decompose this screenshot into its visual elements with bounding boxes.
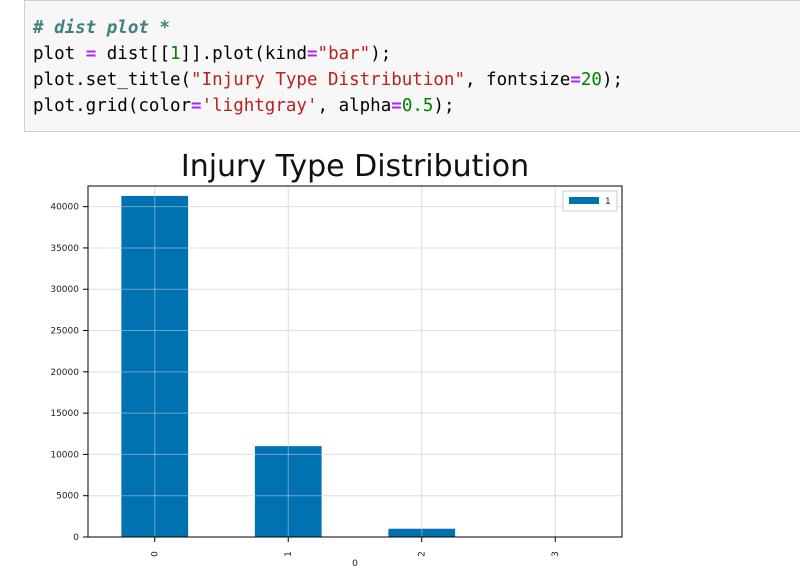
code-line: # dist plot * — [33, 15, 623, 41]
code-token: 'lightgray' — [201, 96, 318, 116]
code-token: # dist plot * — [33, 18, 170, 38]
code-token: plot.grid(color — [33, 96, 192, 116]
code-token: 0.5 — [401, 96, 434, 116]
legend: 1 — [562, 190, 618, 212]
bar-chart: Injury Type Distribution 0 5000 10000 15000… — [50, 149, 623, 569]
code-token: plot.set_title( — [33, 70, 192, 90]
code-token: 1 — [170, 44, 181, 64]
y-tick-label: 35000 — [50, 244, 79, 254]
y-tick-label: 5000 — [56, 492, 79, 502]
y-tick-label: 30000 — [50, 285, 79, 295]
y-tick-label: 40000 — [50, 203, 79, 213]
legend-label: 1 — [605, 197, 611, 207]
y-tick-label: 25000 — [50, 327, 79, 337]
plot-frame — [87, 185, 623, 538]
code-cell[interactable]: # dist plot * plot = dist[[1]].plot(kind=… — [24, 0, 800, 132]
code-token: , fontsize — [464, 70, 571, 90]
code-token: ); — [601, 70, 624, 90]
bars — [88, 186, 622, 538]
code-token: 20 — [580, 70, 602, 90]
code-token: = — [191, 96, 202, 116]
code-token: = — [391, 96, 402, 116]
x-tick-label: 2 — [417, 551, 427, 557]
y-axis-ticks: 0 5000 10000 15000 20000 25000 30000 35000 40000 — [50, 203, 88, 543]
y-tick-label: 15000 — [50, 409, 79, 419]
x-tick-label: 3 — [551, 551, 561, 557]
legend-swatch — [569, 197, 599, 204]
x-tick-label: 0 — [150, 551, 160, 557]
code-token: ); — [433, 96, 455, 116]
code-line: plot.set_title("Injury Type Distribution… — [33, 67, 623, 93]
code-token: = — [306, 44, 318, 64]
code-line: plot = dist[[1]].plot(kind="bar"); — [33, 41, 623, 67]
code-token: "bar" — [317, 44, 371, 64]
y-tick-label: 10000 — [50, 450, 79, 460]
code-token: , alpha — [317, 96, 392, 116]
y-tick-label: 0 — [73, 533, 79, 543]
code-token: "Injury Type Distribution" — [191, 70, 465, 90]
x-axis-label: 0 — [352, 559, 358, 569]
code-line: plot.grid(color='lightgray', alpha=0.5); — [33, 93, 623, 119]
code-token: = — [85, 44, 97, 64]
code-editor[interactable]: # dist plot * plot = dist[[1]].plot(kind=… — [33, 15, 623, 119]
code-token: plot — [33, 44, 86, 64]
x-tick-label: 1 — [284, 551, 294, 557]
code-token: ]].plot(kind — [180, 44, 307, 64]
code-token: ); — [370, 44, 392, 64]
y-tick-label: 20000 — [50, 368, 79, 378]
output-area: Injury Type Distribution 0 5000 10000 15000… — [0, 132, 800, 572]
x-axis-ticks: 0 1 2 3 — [150, 537, 561, 557]
code-token: dist[[ — [96, 44, 170, 64]
code-token: = — [570, 70, 581, 90]
chart-title: Injury Type Distribution — [181, 149, 529, 184]
